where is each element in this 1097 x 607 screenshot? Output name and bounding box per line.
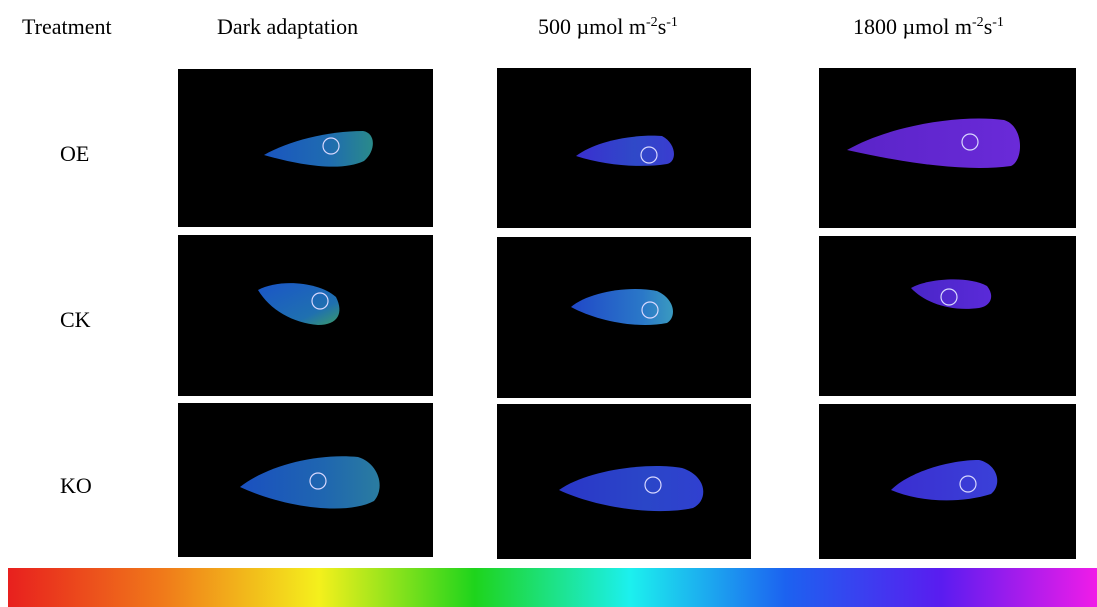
panel-ko-500 — [497, 404, 751, 559]
color-scale-bar — [8, 568, 1097, 607]
light-1800-exp-s: -1 — [992, 15, 1004, 30]
light-1800-header: 1800 µmol m-2s-1 — [853, 14, 1004, 40]
light-500-exp-m: -2 — [646, 15, 658, 30]
light-1800-s: s — [983, 14, 993, 39]
panel-ck-dark — [178, 235, 433, 396]
light-500-exp-s: -1 — [666, 15, 678, 30]
row-label-ko: KO — [60, 473, 92, 498]
leaf-image-ck-dark — [258, 283, 340, 325]
light-500-s: s — [657, 14, 667, 39]
leaf-image-ck-1800 — [911, 279, 992, 309]
light-1800-unit: 1800 µmol m — [853, 14, 973, 39]
panel-ko-dark — [178, 403, 433, 557]
leaf-image-ko-1800 — [891, 460, 998, 501]
panel-oe-1800 — [819, 68, 1076, 228]
leaf-image-oe-dark — [264, 131, 373, 167]
row-label-oe: OE — [60, 141, 90, 166]
panel-ko-1800 — [819, 404, 1076, 559]
treatment-header: Treatment — [22, 14, 112, 39]
panel-oe-dark — [178, 69, 433, 227]
leaf-image-oe-500 — [576, 135, 674, 166]
panel-oe-500 — [497, 68, 751, 228]
row-label-ck: CK — [60, 307, 91, 332]
panel-ck-1800 — [819, 236, 1076, 396]
light-500-header: 500 µmol m-2s-1 — [538, 14, 678, 40]
panel-ck-500 — [497, 237, 751, 398]
leaf-image-ck-500 — [571, 288, 673, 326]
leaf-image-ko-dark — [240, 456, 380, 509]
leaf-image-ko-500 — [559, 466, 704, 512]
leaf-image-oe-1800 — [847, 118, 1021, 169]
light-1800-exp-m: -2 — [972, 15, 984, 30]
dark-adaptation-header: Dark adaptation — [217, 14, 359, 39]
light-500-unit: 500 µmol m — [538, 14, 647, 39]
